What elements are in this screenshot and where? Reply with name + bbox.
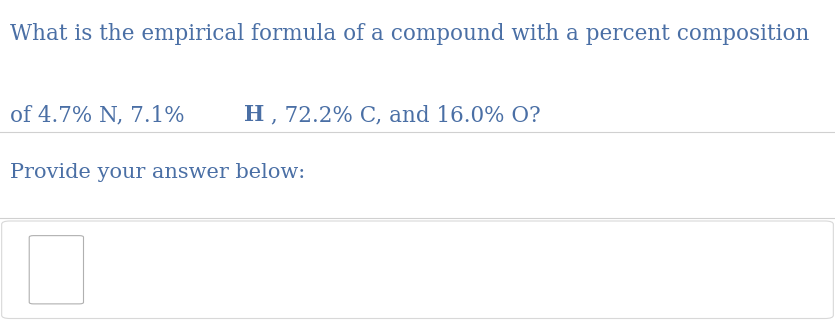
Text: Provide your answer below:: Provide your answer below:: [10, 162, 306, 181]
Text: H: H: [244, 104, 265, 126]
FancyBboxPatch shape: [2, 221, 833, 318]
Text: , 72.2% C, and 16.0% O?: , 72.2% C, and 16.0% O?: [271, 104, 540, 126]
Text: What is the empirical formula of a compound with a percent composition: What is the empirical formula of a compo…: [10, 23, 809, 45]
FancyBboxPatch shape: [29, 236, 84, 304]
Text: of 4.7% N, 7.1%: of 4.7% N, 7.1%: [10, 104, 191, 126]
